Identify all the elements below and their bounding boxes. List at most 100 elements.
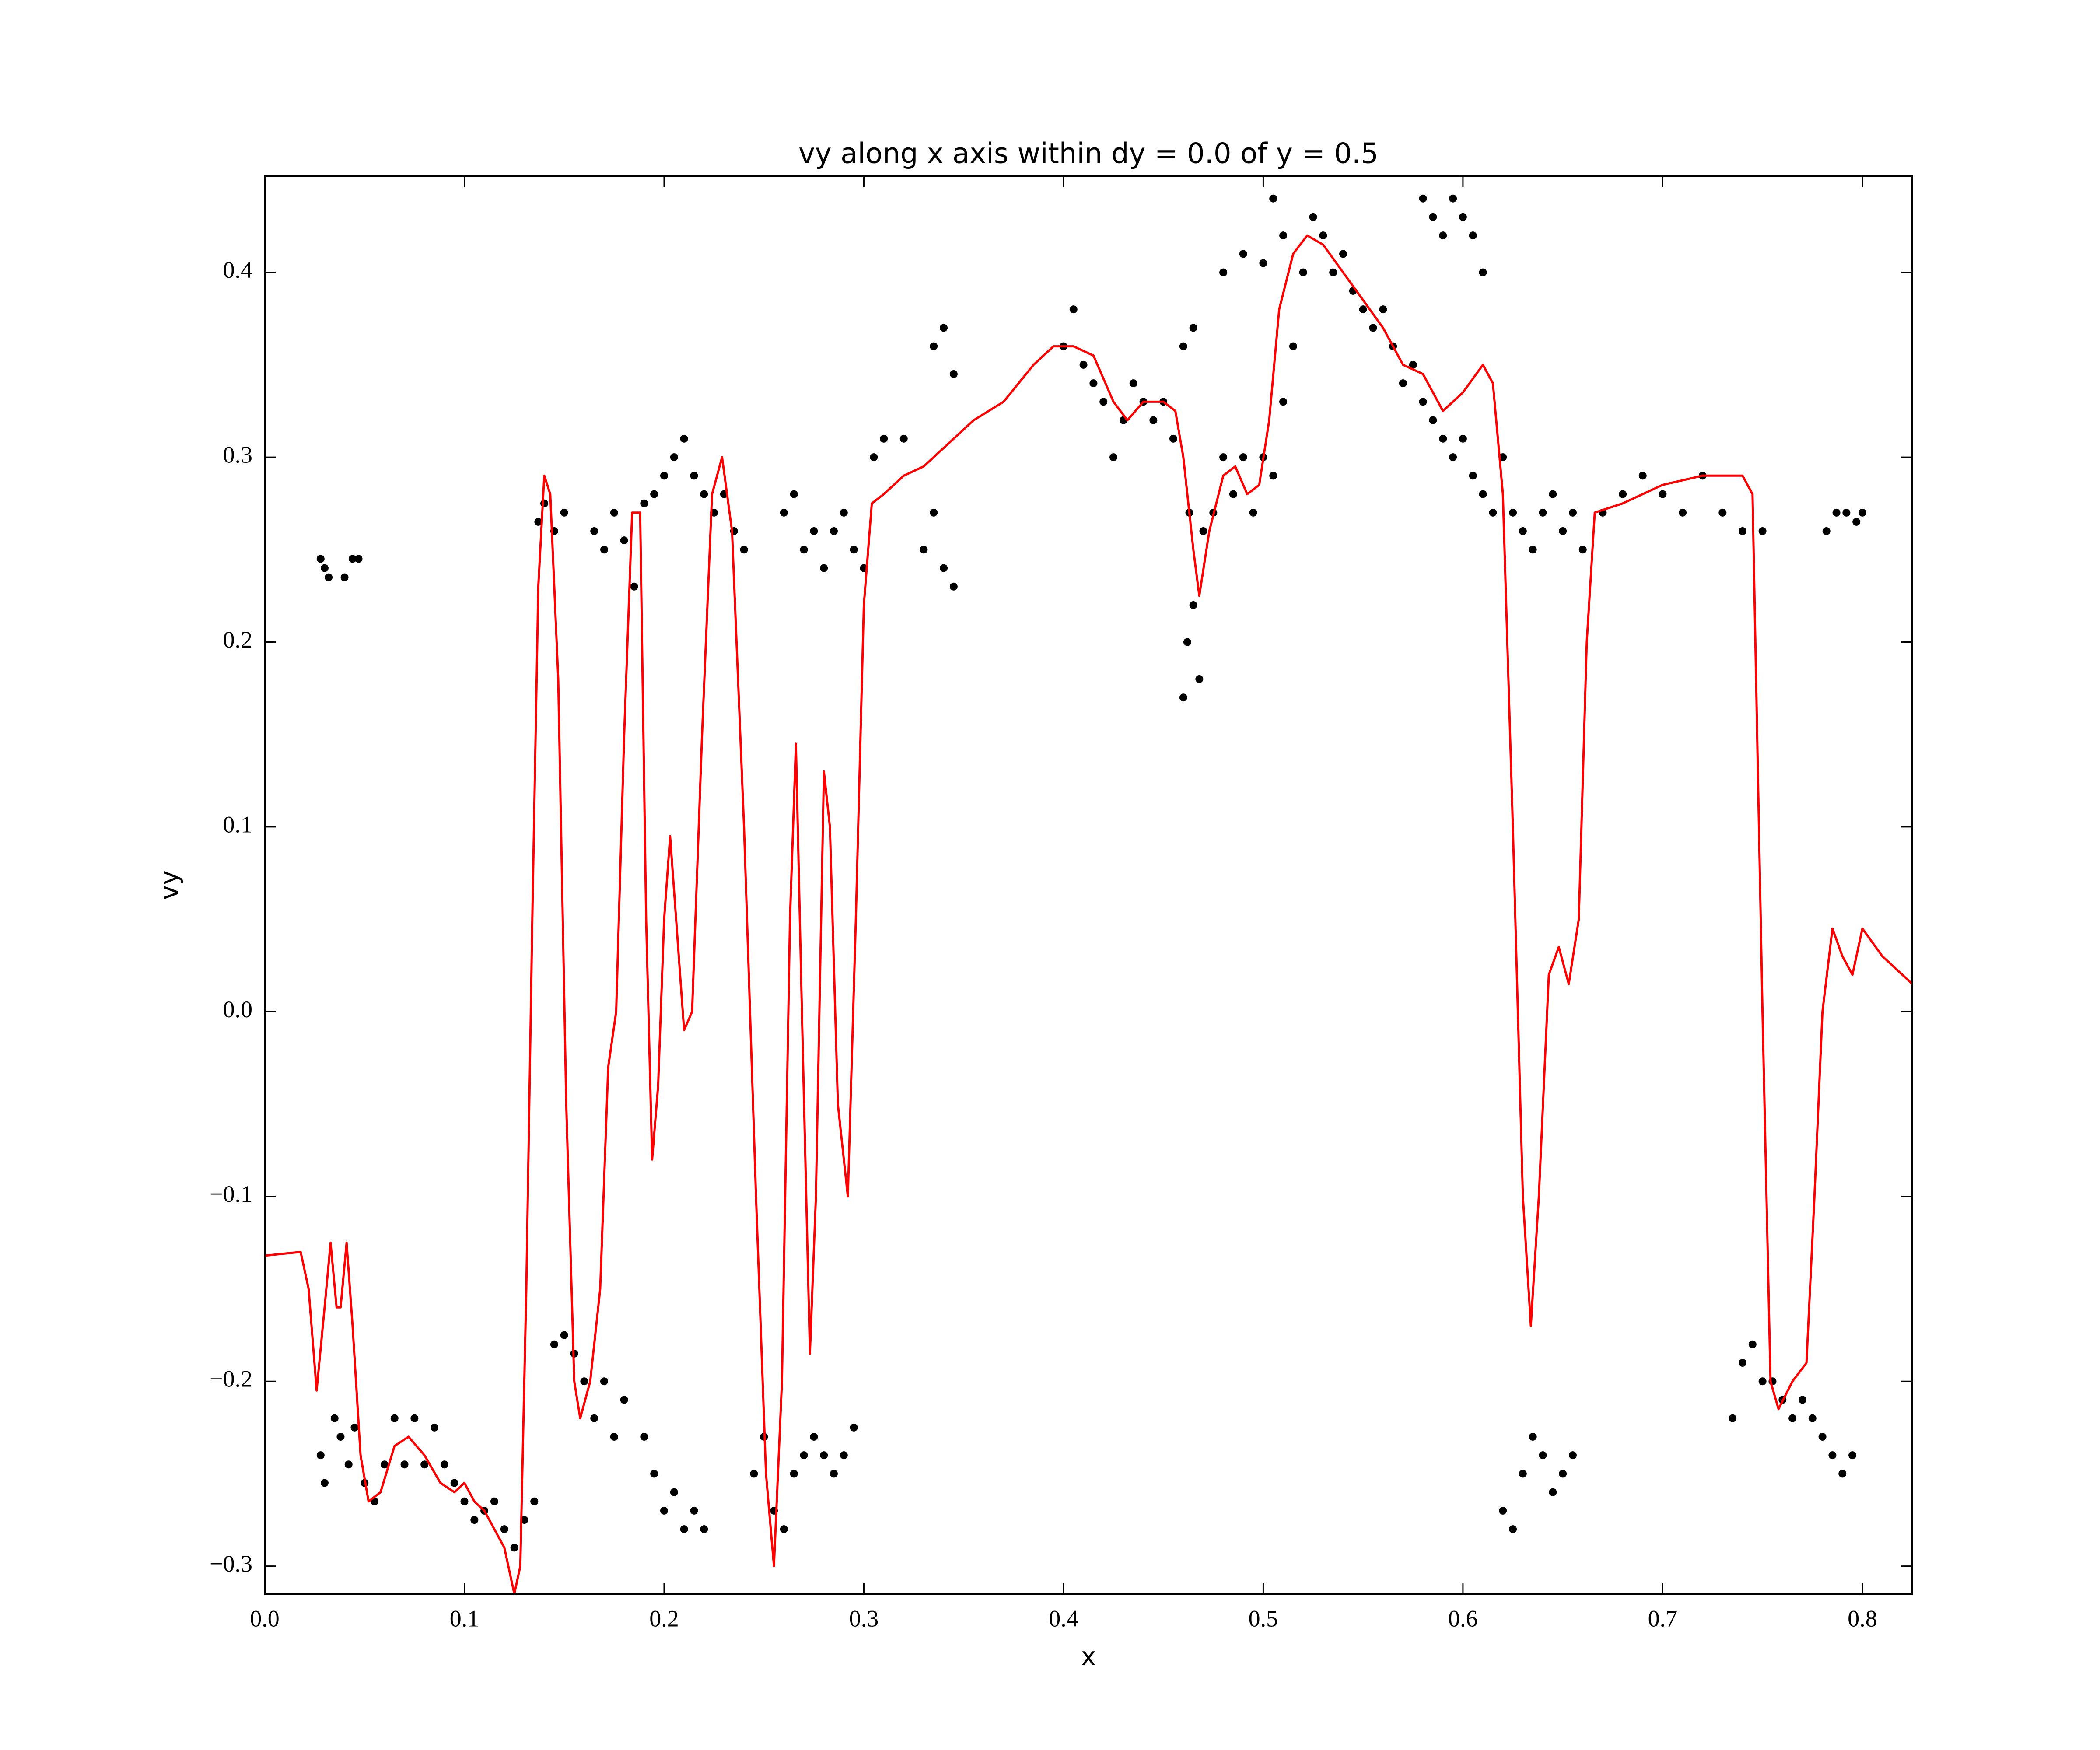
axes-frame xyxy=(264,175,1913,1595)
x-tick-label: 0.5 xyxy=(1249,1605,1278,1631)
scatter-point xyxy=(620,536,628,545)
scatter-point xyxy=(1842,508,1851,517)
scatter-point xyxy=(1195,675,1204,683)
scatter-point xyxy=(1738,527,1746,536)
scatter-point xyxy=(820,1451,828,1460)
scatter-point xyxy=(316,555,325,563)
scatter-point xyxy=(740,546,748,554)
chart-title: vy along x axis within dy = 0.0 of y = 0… xyxy=(798,138,1379,170)
scatter-point xyxy=(750,1470,758,1478)
scatter-point xyxy=(850,1423,858,1432)
x-tick-label: 0.6 xyxy=(1448,1605,1478,1631)
scatter-point xyxy=(940,564,948,572)
scatter-point xyxy=(790,1470,798,1478)
scatter-point xyxy=(1099,398,1108,406)
scatter-point xyxy=(1179,342,1187,350)
scatter-point xyxy=(790,490,798,498)
scatter-point xyxy=(1638,472,1647,480)
scatter-point xyxy=(1852,518,1861,526)
scatter-point xyxy=(650,1470,658,1478)
scatter-point xyxy=(670,453,678,462)
scatter-point xyxy=(560,1331,568,1339)
scatter-point xyxy=(1529,1432,1537,1441)
scatter-point xyxy=(1339,250,1348,258)
plot-area xyxy=(265,194,1912,1594)
scatter-point xyxy=(1848,1451,1857,1460)
scatter-point xyxy=(530,1497,539,1505)
scatter-point xyxy=(1089,379,1098,388)
scatter-point xyxy=(1559,527,1567,536)
line-series xyxy=(265,234,1912,1594)
scatter-point xyxy=(336,1432,345,1441)
scatter-point xyxy=(949,370,958,378)
x-tick-label: 0.8 xyxy=(1848,1605,1877,1631)
scatter-point xyxy=(1269,194,1278,203)
scatter-point xyxy=(1149,416,1158,424)
scatter-point xyxy=(1239,250,1247,258)
x-tick-label: 0.4 xyxy=(1049,1605,1078,1631)
y-tick-label: 0.2 xyxy=(223,626,253,653)
scatter-point xyxy=(800,1451,808,1460)
scatter-point xyxy=(1519,527,1527,536)
y-tick-label: 0.0 xyxy=(223,996,253,1022)
scatter-point xyxy=(1379,305,1387,314)
scatter-point xyxy=(1568,1451,1577,1460)
y-tick-label: 0.3 xyxy=(223,441,253,468)
scatter-point xyxy=(1419,194,1427,203)
scatter-point xyxy=(850,546,858,554)
scatter-point xyxy=(1838,1470,1847,1478)
scatter-point xyxy=(1568,508,1577,517)
scatter-point xyxy=(1069,305,1078,314)
scatter-point xyxy=(500,1525,508,1533)
y-tick-label: −0.2 xyxy=(210,1366,252,1392)
scatter-point xyxy=(620,1396,628,1404)
x-tick-label: 0.1 xyxy=(450,1605,480,1631)
scatter-point xyxy=(1758,527,1767,536)
scatter-point xyxy=(460,1497,469,1505)
scatter-point xyxy=(1529,546,1537,554)
scatter-point xyxy=(1619,490,1627,498)
scatter-point xyxy=(780,508,788,517)
scatter-point xyxy=(680,434,688,443)
scatter-point xyxy=(1419,398,1427,406)
scatter-point xyxy=(930,342,938,350)
scatter-point xyxy=(1718,508,1727,517)
scatter-point xyxy=(344,1460,353,1469)
scatter-point xyxy=(930,508,938,517)
scatter-point xyxy=(1409,360,1417,369)
scatter-point xyxy=(1499,1506,1507,1515)
scatter-point xyxy=(1858,508,1866,517)
scatter-point xyxy=(1479,268,1487,276)
y-tick-label: 0.4 xyxy=(223,257,253,283)
scatter-point xyxy=(1499,453,1507,462)
scatter-point xyxy=(1219,453,1228,462)
scatter-point xyxy=(830,527,838,536)
scatter-point xyxy=(350,1423,359,1432)
scatter-point xyxy=(1399,379,1407,388)
y-axis-label: vy xyxy=(154,870,184,900)
y-tick-label: −0.3 xyxy=(210,1550,252,1577)
scatter-point xyxy=(590,527,598,536)
scatter-point xyxy=(810,1432,818,1441)
scatter-point xyxy=(940,324,948,332)
scatter-point xyxy=(1199,527,1208,536)
scatter-point xyxy=(1169,434,1178,443)
scatter-point xyxy=(1219,268,1228,276)
scatter-point xyxy=(1189,324,1197,332)
scatter-point xyxy=(780,1525,788,1533)
scatter-point xyxy=(1659,490,1667,498)
scatter-point xyxy=(330,1414,339,1422)
scatter-point xyxy=(1509,508,1517,517)
scatter-point xyxy=(1239,453,1247,462)
scatter-point xyxy=(316,1451,325,1460)
scatter-point xyxy=(700,1525,708,1533)
scatter-point xyxy=(1539,1451,1547,1460)
scatter-point xyxy=(640,1432,648,1441)
scatter-point xyxy=(1279,398,1288,406)
scatter-point xyxy=(610,1432,618,1441)
scatter-point xyxy=(1259,259,1267,267)
scatter-point xyxy=(610,508,618,517)
x-tick-label: 0.0 xyxy=(250,1605,280,1631)
